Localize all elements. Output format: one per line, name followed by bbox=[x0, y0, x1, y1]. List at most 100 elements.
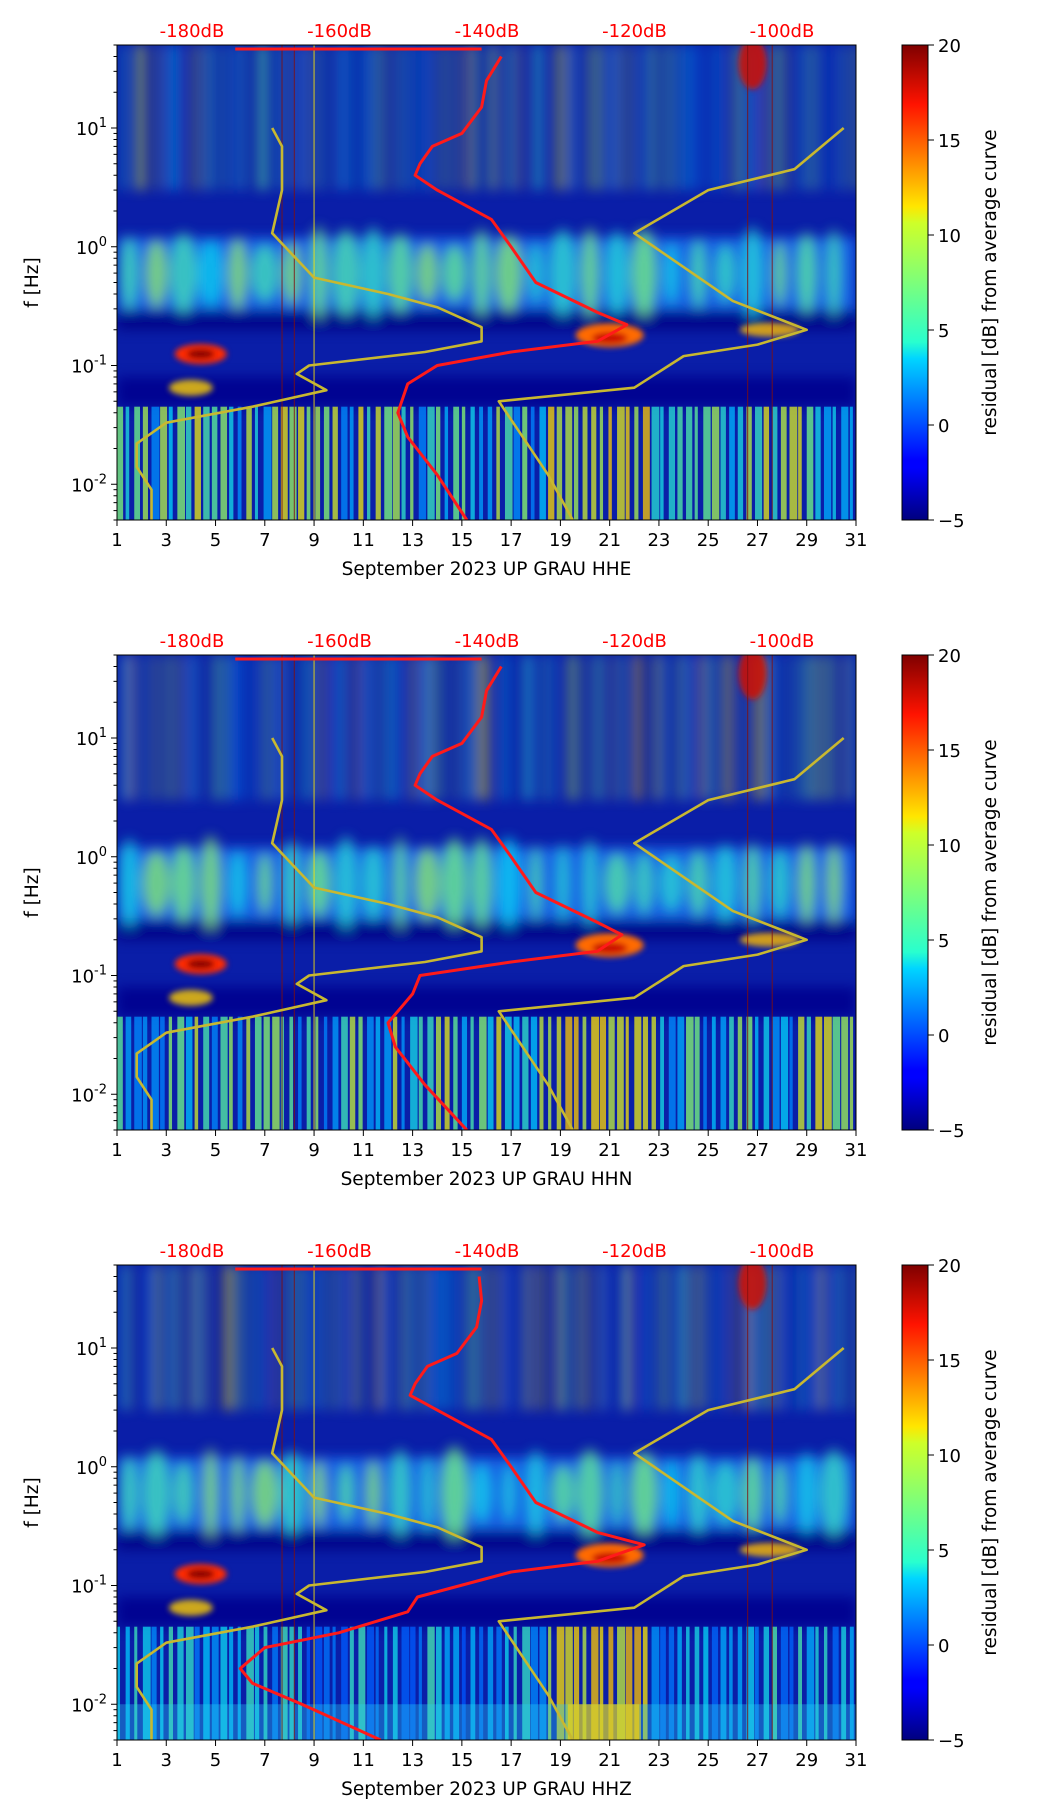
streak bbox=[487, 1265, 492, 1411]
top-db-label: -140dB bbox=[455, 631, 520, 652]
x-axis-label: September 2023 UP GRAU HHE bbox=[342, 559, 632, 580]
colorbar-tick-label: 20 bbox=[938, 1256, 961, 1277]
y-tick-label: 100 bbox=[76, 1455, 107, 1479]
plume bbox=[366, 1458, 381, 1528]
lowfreq-stripe bbox=[755, 1016, 759, 1130]
lowfreq-stripe bbox=[763, 1626, 770, 1740]
streak bbox=[334, 1265, 339, 1411]
plume bbox=[203, 1447, 218, 1539]
top-db-label: -100dB bbox=[750, 21, 815, 42]
lowfreq-stripe bbox=[384, 1016, 392, 1130]
lowfreq-stripe bbox=[349, 406, 354, 520]
plume bbox=[471, 1463, 492, 1523]
lowfreq-stripe bbox=[436, 1016, 442, 1130]
lowfreq-stripe bbox=[660, 1626, 666, 1740]
streak bbox=[685, 45, 692, 191]
lowfreq-stripe bbox=[160, 1626, 164, 1740]
streak bbox=[355, 655, 359, 801]
colorbar-tick-label: 5 bbox=[938, 931, 949, 952]
streak bbox=[352, 1265, 357, 1411]
y-tick-label: 101 bbox=[76, 726, 107, 750]
lowfreq-stripe bbox=[194, 1016, 199, 1130]
band-dark-low bbox=[117, 987, 856, 1017]
streak bbox=[174, 45, 180, 191]
lowfreq-stripe bbox=[185, 1016, 193, 1130]
lowfreq-stripe bbox=[513, 1016, 520, 1130]
hotspot bbox=[738, 45, 767, 90]
streak bbox=[278, 45, 283, 191]
top-db-label: -180dB bbox=[160, 21, 225, 42]
colorbar-tick-label: 15 bbox=[938, 131, 961, 152]
lowfreq-stripe bbox=[686, 406, 693, 520]
lowfreq-stripe bbox=[522, 1626, 531, 1740]
lowfreq-stripe bbox=[582, 1016, 587, 1130]
lowfreq-stripe bbox=[660, 406, 664, 520]
lowfreq-stripe bbox=[634, 1626, 642, 1740]
streak bbox=[385, 655, 391, 801]
streak bbox=[453, 1265, 458, 1411]
lowfreq-stripe bbox=[806, 1626, 815, 1740]
plume bbox=[583, 839, 597, 928]
lowfreq-stripe bbox=[401, 1626, 410, 1740]
colorbar-tick-label: 0 bbox=[938, 416, 949, 437]
streak bbox=[455, 45, 459, 191]
streak bbox=[707, 45, 710, 191]
x-tick-label: 19 bbox=[549, 530, 572, 551]
lowfreq-stripe bbox=[841, 1626, 847, 1740]
x-axis-label: September 2023 UP GRAU HHZ bbox=[341, 1779, 632, 1800]
lowfreq-stripe bbox=[780, 1016, 789, 1130]
x-tick-label: 21 bbox=[598, 530, 621, 551]
streak bbox=[476, 655, 482, 801]
streak bbox=[135, 45, 141, 191]
band-lowest-warm bbox=[567, 1704, 640, 1740]
streak bbox=[196, 655, 199, 801]
streak bbox=[254, 1265, 259, 1411]
x-tick-label: 11 bbox=[352, 530, 375, 551]
lowfreq-stripe bbox=[289, 1626, 295, 1740]
plume bbox=[796, 1452, 817, 1535]
streak bbox=[212, 655, 218, 801]
plume bbox=[604, 852, 630, 914]
plume bbox=[362, 845, 385, 921]
x-tick-label: 5 bbox=[210, 1140, 221, 1161]
streak bbox=[722, 655, 727, 801]
streak bbox=[363, 45, 370, 191]
x-tick-label: 5 bbox=[210, 1750, 221, 1771]
streak bbox=[810, 1265, 816, 1411]
streak bbox=[140, 45, 146, 191]
lowfreq-stripe bbox=[677, 1016, 685, 1130]
lowfreq-stripe bbox=[479, 406, 484, 520]
lowfreq-stripe bbox=[634, 406, 639, 520]
hotspot bbox=[168, 989, 213, 1006]
streak bbox=[695, 45, 701, 191]
streak bbox=[731, 1265, 735, 1411]
streak bbox=[528, 655, 534, 801]
plume bbox=[335, 836, 357, 930]
lowfreq-stripe bbox=[841, 406, 849, 520]
streak bbox=[571, 45, 576, 191]
x-tick-label: 23 bbox=[647, 1750, 670, 1771]
colorbar-tick-label: 0 bbox=[938, 1026, 949, 1047]
lowfreq-stripe bbox=[470, 1016, 474, 1130]
lowfreq-stripe bbox=[125, 1016, 132, 1130]
lowfreq-stripe bbox=[341, 1626, 348, 1740]
lowfreq-stripe bbox=[651, 1016, 656, 1130]
streak bbox=[222, 655, 228, 801]
lowfreq-stripe bbox=[358, 1016, 363, 1130]
lowfreq-stripe bbox=[849, 1626, 854, 1740]
lowfreq-stripe bbox=[634, 1016, 642, 1130]
lowfreq-stripe bbox=[651, 406, 660, 520]
lowfreq-stripe bbox=[461, 1626, 466, 1740]
streak bbox=[653, 655, 660, 801]
streak bbox=[772, 45, 779, 191]
lowfreq-stripe bbox=[436, 406, 441, 520]
x-tick-label: 23 bbox=[647, 1140, 670, 1161]
lowfreq-stripe bbox=[134, 1016, 142, 1130]
x-tick-label: 1 bbox=[111, 1750, 122, 1771]
lowfreq-stripe bbox=[246, 1016, 251, 1130]
lowfreq-stripe bbox=[332, 406, 338, 520]
streak bbox=[629, 45, 633, 191]
lowfreq-stripe bbox=[427, 406, 435, 520]
plume bbox=[744, 843, 761, 923]
